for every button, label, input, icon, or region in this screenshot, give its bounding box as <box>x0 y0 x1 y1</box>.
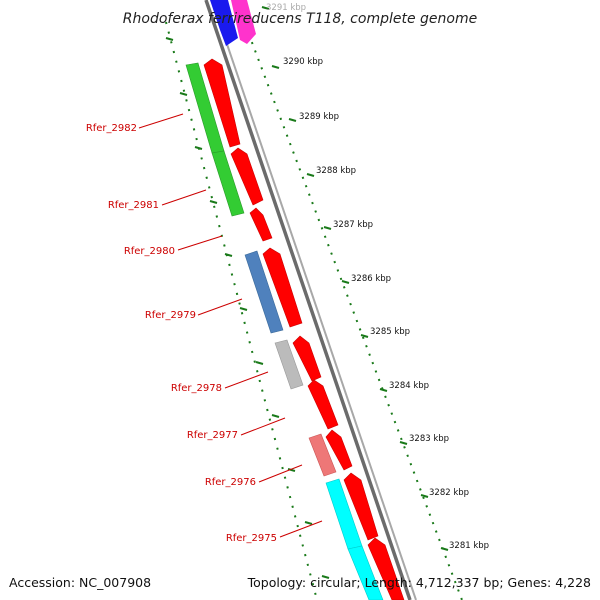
gene-labels: Rfer_2982 Rfer_2981 Rfer_2980 Rfer_2979 … <box>86 123 277 544</box>
gene-label[interactable]: Rfer_2979 <box>145 310 196 321</box>
cyan-feature-2 <box>347 545 384 600</box>
topology-text: Topology: circular; Length: 4,712,337 bp… <box>247 575 591 590</box>
gene-label[interactable]: Rfer_2975 <box>226 533 277 544</box>
gene-label-leaders <box>138 113 323 538</box>
cds-rfer-2977[interactable] <box>307 379 339 430</box>
scale-label: 3283 kbp <box>409 434 449 444</box>
gray-feature <box>274 339 304 390</box>
cds-rfer-2980[interactable] <box>249 207 273 242</box>
scale-label: 3287 kbp <box>333 220 373 230</box>
scale-label: 3282 kbp <box>429 488 469 498</box>
scale-label: 3285 kbp <box>370 327 410 337</box>
inner-scale-ticks <box>165 37 330 579</box>
cds-rfer-2978[interactable] <box>292 335 322 382</box>
genome-backbone <box>204 0 417 600</box>
scale-label: 3291 kbp <box>266 3 306 13</box>
cds-rfer-2979[interactable] <box>262 247 303 328</box>
gene-label[interactable]: Rfer_2980 <box>124 246 175 257</box>
scale-label: 3288 kbp <box>316 166 356 176</box>
steelblue-feature <box>244 250 284 334</box>
scale-label: 3284 kbp <box>389 381 429 391</box>
scale-label: 3281 kbp <box>449 541 489 551</box>
cds-rfer-2975[interactable] <box>343 472 379 541</box>
magenta-feature <box>231 0 256 44</box>
green-feature-2 <box>211 150 245 217</box>
gene-label[interactable]: Rfer_2978 <box>171 383 222 394</box>
pink-feature <box>308 433 337 477</box>
scale-label: 3289 kbp <box>299 112 339 122</box>
top-partial-features <box>210 0 256 46</box>
cds-rfer-2981[interactable] <box>230 147 264 206</box>
gene-label[interactable]: Rfer_2982 <box>86 123 137 134</box>
scale-labels: 3291 kbp 3290 kbp 3289 kbp 3288 kbp 3287… <box>266 3 489 551</box>
cds-rfer-2982[interactable] <box>203 58 241 148</box>
cds-rfer-2976[interactable] <box>325 429 353 471</box>
map-title: Rhodoferax ferrireducens T118, complete … <box>123 11 477 27</box>
cds-next[interactable] <box>367 537 405 600</box>
outer-scale-ticks <box>261 6 449 551</box>
blue-feature <box>210 0 238 46</box>
scale-label: 3286 kbp <box>351 274 391 284</box>
scale-label: 3290 kbp <box>283 57 323 67</box>
accession-text: Accession: NC_007908 <box>9 575 151 590</box>
category-features <box>185 62 384 600</box>
gene-label[interactable]: Rfer_2977 <box>187 430 238 441</box>
gene-label[interactable]: Rfer_2976 <box>205 477 256 488</box>
cds-features <box>203 58 405 600</box>
gene-label[interactable]: Rfer_2981 <box>108 200 159 211</box>
